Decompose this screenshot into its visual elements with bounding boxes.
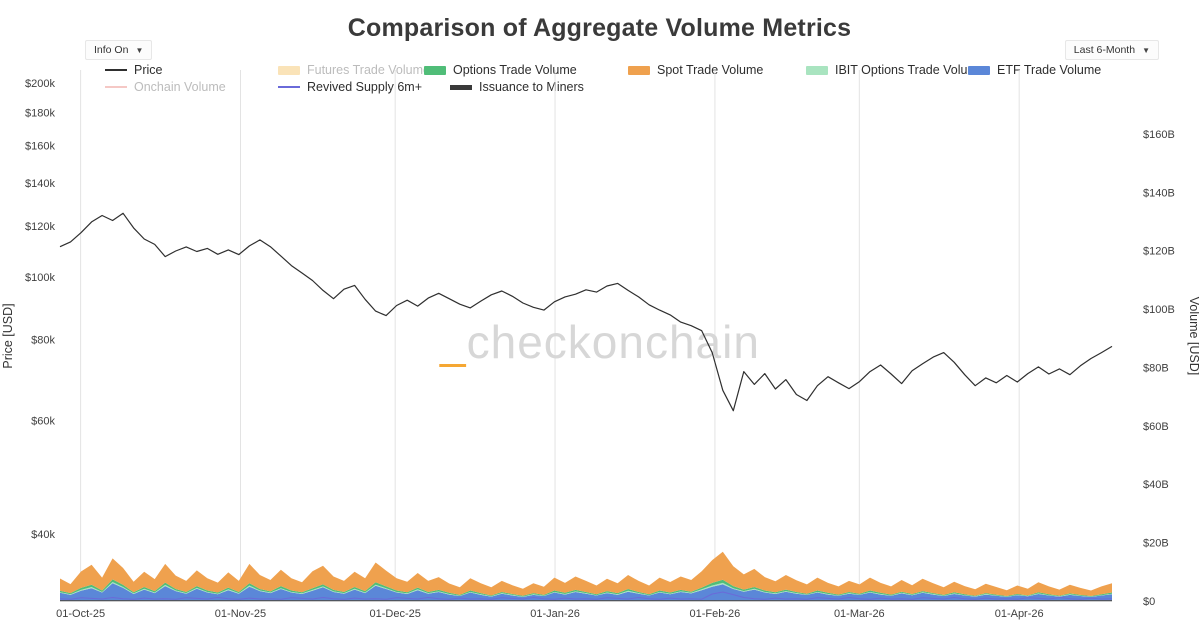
volume-tick-label: $0 <box>1143 596 1155 608</box>
legend-item-futures-trade-volume[interactable]: Futures Trade Volume <box>278 63 430 77</box>
legend-item-issuance-to-miners[interactable]: Issuance to Miners <box>450 80 584 94</box>
legend-label: Issuance to Miners <box>479 80 584 94</box>
x-tick-label: 01-Oct-25 <box>56 608 105 620</box>
time-range-value: Last 6-Month <box>1073 44 1136 56</box>
line-revived <box>59 591 1113 600</box>
volume-tick-label: $60B <box>1143 421 1169 433</box>
legend: Price Futures Trade Volume Options Trade V… <box>0 61 1199 99</box>
price-tick-label: $180k <box>25 107 55 119</box>
legend-label: Futures Trade Volume <box>307 63 430 77</box>
price-tick-label: $120k <box>25 221 55 233</box>
price-tick-label: $200k <box>25 78 55 90</box>
price-tick-label: $160k <box>25 140 55 152</box>
legend-item-etf-trade-volume[interactable]: ETF Trade Volume <box>968 63 1101 77</box>
volume-tick-label: $20B <box>1143 538 1169 550</box>
volume-tick-label: $100B <box>1143 304 1175 316</box>
volume-axis-title: Volume [USD] <box>1187 297 1199 376</box>
legend-label: Spot Trade Volume <box>657 63 764 77</box>
legend-item-ibit-options-trade-volume[interactable]: IBIT Options Trade Volume <box>806 63 985 77</box>
x-tick-label: 01-Feb-26 <box>690 608 741 620</box>
price-tick-label: $60k <box>31 415 55 427</box>
area-ibit_options <box>60 582 1112 597</box>
legend-swatch-icon <box>424 65 446 75</box>
page-title: Comparison of Aggregate Volume Metrics <box>347 14 852 42</box>
chevron-down-icon: ▼ <box>135 45 144 55</box>
legend-label: Price <box>134 63 163 77</box>
volume-tick-label: $120B <box>1143 246 1175 258</box>
x-tick-label: 01-Apr-26 <box>995 608 1044 620</box>
legend-item-revived-supply-6m-[interactable]: Revived Supply 6m+ <box>278 80 422 94</box>
x-tick-label: 01-Dec-25 <box>370 608 421 620</box>
legend-label: Options Trade Volume <box>453 63 577 77</box>
legend-swatch-icon <box>278 86 300 88</box>
legend-label: Revived Supply 6m+ <box>307 80 422 94</box>
price-tick-label: $140k <box>25 178 55 190</box>
legend-item-price[interactable]: Price <box>105 63 162 77</box>
price-tick-label: $100k <box>25 272 55 284</box>
volume-tick-label: $40B <box>1143 479 1169 491</box>
legend-item-options-trade-volume[interactable]: Options Trade Volume <box>424 63 577 77</box>
volume-tick-label: $140B <box>1143 187 1175 199</box>
time-range-dropdown[interactable]: Last 6-Month ▼ <box>1064 40 1159 60</box>
line-price <box>59 212 1113 412</box>
price-axis-title: Price [USD] <box>1 303 15 368</box>
legend-label: ETF Trade Volume <box>997 63 1102 77</box>
price-tick-label: $80k <box>31 335 55 347</box>
area-issuance <box>60 600 1112 601</box>
x-tick-label: 01-Nov-25 <box>215 608 266 620</box>
legend-swatch-icon <box>278 65 300 75</box>
legend-swatch-icon <box>628 65 650 75</box>
area-options <box>60 579 1112 597</box>
price-tick-label: $40k <box>31 529 55 541</box>
area-spot <box>60 551 1112 596</box>
x-tick-label: 01-Mar-26 <box>834 608 885 620</box>
watermark: _checkonchain <box>439 316 760 368</box>
legend-swatch-icon <box>968 65 990 75</box>
area-etf <box>60 583 1112 601</box>
legend-swatch-icon <box>105 86 127 88</box>
x-tick-label: 01-Jan-26 <box>530 608 580 620</box>
legend-item-spot-trade-volume[interactable]: Spot Trade Volume <box>628 63 763 77</box>
legend-item-onchain-volume[interactable]: Onchain Volume <box>105 80 226 94</box>
volume-tick-label: $80B <box>1143 362 1169 374</box>
volume-tick-label: $160B <box>1143 129 1175 141</box>
legend-label: IBIT Options Trade Volume <box>835 63 985 77</box>
legend-swatch-icon <box>806 65 828 75</box>
info-toggle-dropdown[interactable]: Info On ▼ <box>85 40 153 60</box>
chevron-down-icon: ▼ <box>1142 45 1150 55</box>
legend-swatch-icon <box>450 84 472 90</box>
info-toggle-label: Info On <box>94 44 129 56</box>
legend-swatch-icon <box>105 69 127 71</box>
legend-label: Onchain Volume <box>134 80 226 94</box>
